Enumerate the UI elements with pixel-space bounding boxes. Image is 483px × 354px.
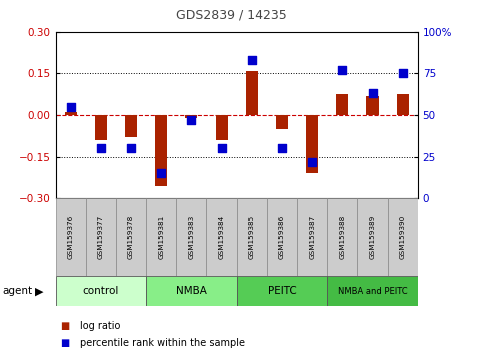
Text: percentile rank within the sample: percentile rank within the sample — [80, 338, 245, 348]
Bar — [56, 276, 146, 306]
Text: ■: ■ — [60, 338, 70, 348]
Point — [127, 145, 135, 151]
Bar — [367, 96, 379, 115]
Text: GSM159386: GSM159386 — [279, 215, 285, 259]
Point — [308, 159, 316, 165]
Point — [369, 91, 376, 96]
Bar — [146, 198, 176, 276]
Bar — [116, 198, 146, 276]
Bar — [237, 276, 327, 306]
Bar — [336, 94, 348, 115]
Bar — [215, 115, 227, 140]
Text: NMBA: NMBA — [176, 286, 207, 296]
Bar — [176, 198, 207, 276]
Text: control: control — [83, 286, 119, 296]
Text: GSM159384: GSM159384 — [219, 215, 225, 259]
Point — [339, 67, 346, 73]
Text: log ratio: log ratio — [80, 321, 120, 331]
Bar — [86, 198, 116, 276]
Text: ▶: ▶ — [35, 286, 43, 296]
Bar — [267, 198, 297, 276]
Text: NMBA and PEITC: NMBA and PEITC — [338, 287, 407, 296]
Bar — [56, 198, 86, 276]
Text: GSM159377: GSM159377 — [98, 215, 104, 259]
Text: GDS2839 / 14235: GDS2839 / 14235 — [176, 9, 287, 22]
Bar — [357, 198, 388, 276]
Bar — [146, 276, 237, 306]
Bar — [207, 198, 237, 276]
Text: GSM159387: GSM159387 — [309, 215, 315, 259]
Text: PEITC: PEITC — [268, 286, 297, 296]
Bar — [388, 198, 418, 276]
Point — [399, 71, 407, 76]
Bar — [237, 198, 267, 276]
Bar — [65, 112, 77, 115]
Bar — [185, 115, 198, 118]
Text: GSM159390: GSM159390 — [400, 215, 406, 259]
Text: GSM159389: GSM159389 — [369, 215, 375, 259]
Text: GSM159376: GSM159376 — [68, 215, 73, 259]
Text: GSM159381: GSM159381 — [158, 215, 164, 259]
Bar — [95, 115, 107, 140]
Bar — [246, 71, 258, 115]
Text: GSM159378: GSM159378 — [128, 215, 134, 259]
Bar — [306, 115, 318, 173]
Bar — [327, 276, 418, 306]
Text: GSM159388: GSM159388 — [340, 215, 345, 259]
Bar — [125, 115, 137, 137]
Bar — [276, 115, 288, 129]
Point — [67, 104, 74, 110]
Point — [278, 145, 286, 151]
Text: ■: ■ — [60, 321, 70, 331]
Point — [97, 145, 105, 151]
Bar — [297, 198, 327, 276]
Point — [218, 145, 226, 151]
Text: agent: agent — [2, 286, 32, 296]
Point — [248, 57, 256, 63]
Point — [157, 171, 165, 176]
Text: GSM159383: GSM159383 — [188, 215, 194, 259]
Point — [187, 117, 195, 123]
Bar — [155, 115, 167, 186]
Bar — [397, 94, 409, 115]
Text: GSM159385: GSM159385 — [249, 215, 255, 259]
Bar — [327, 198, 357, 276]
